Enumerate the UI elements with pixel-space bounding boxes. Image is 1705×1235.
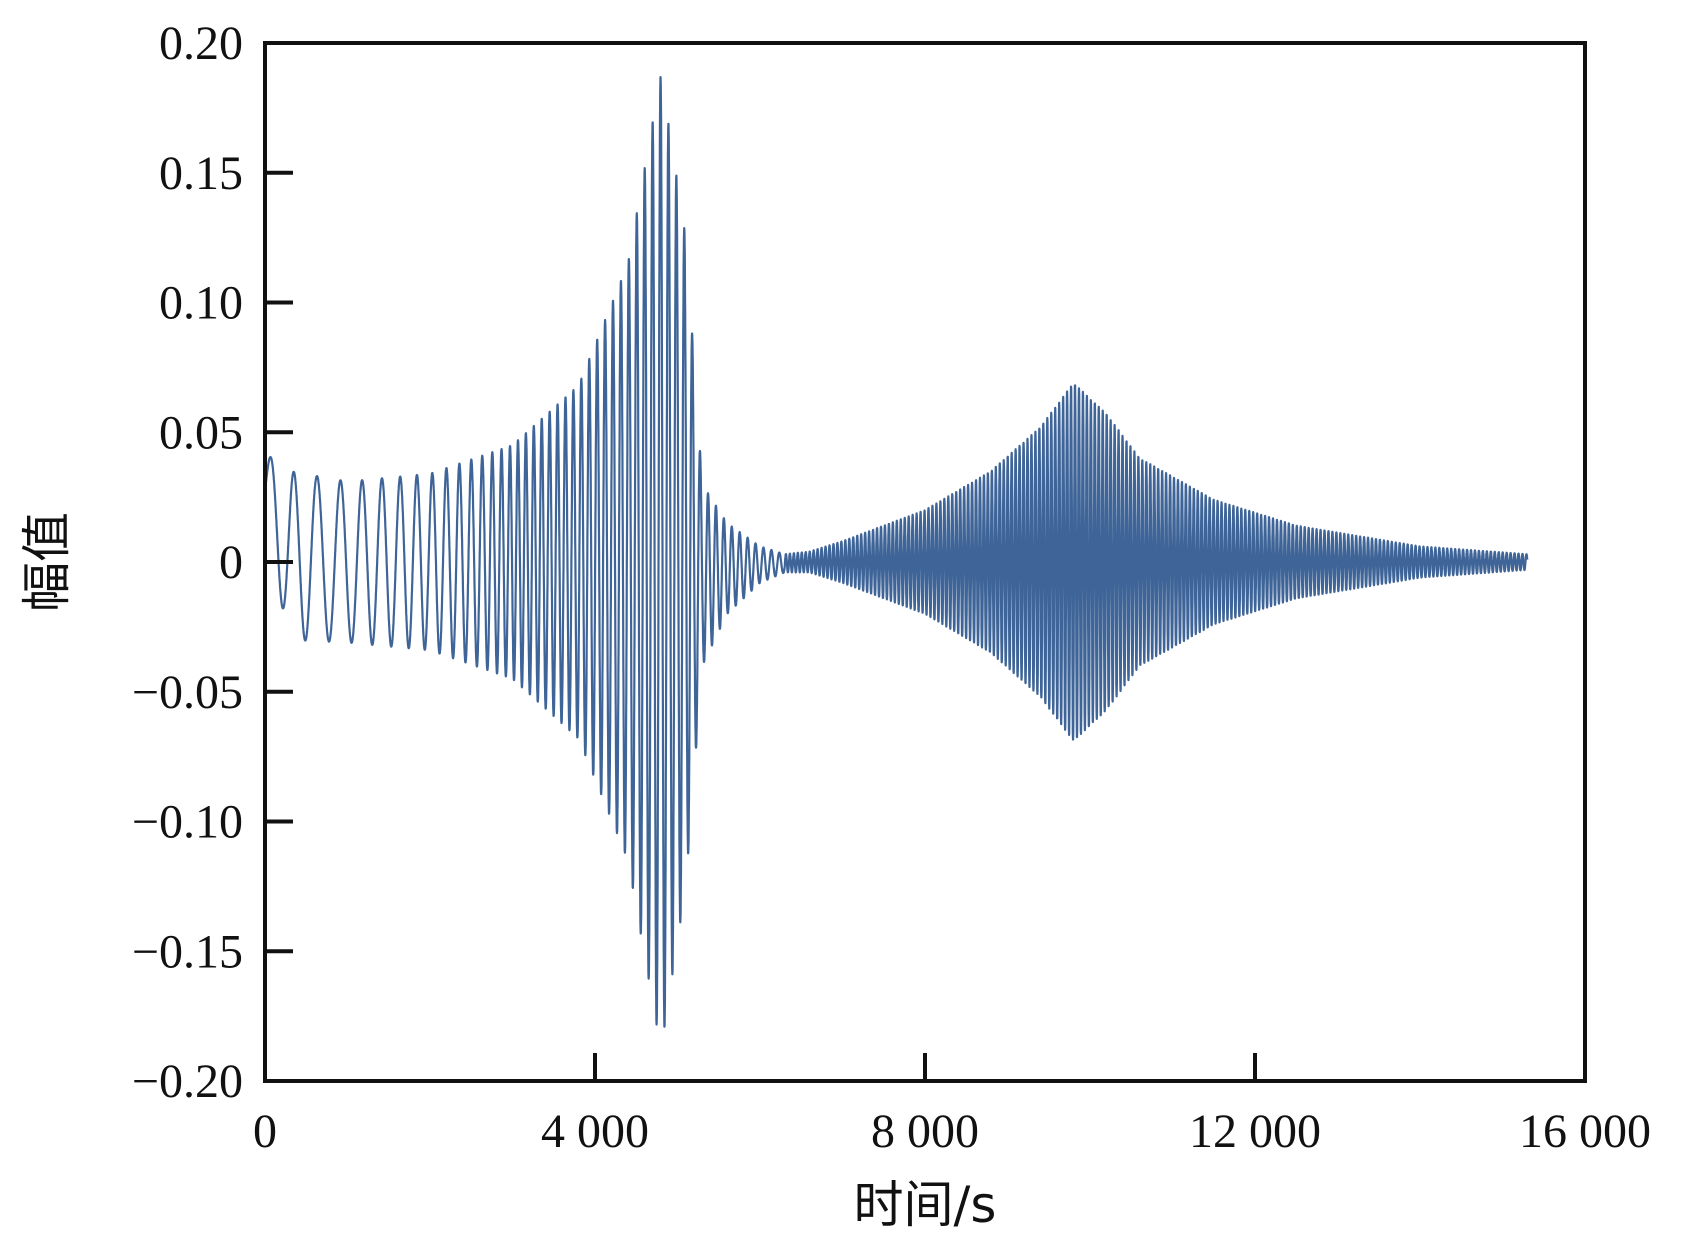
y-tick-label: −0.20 <box>132 1055 243 1108</box>
x-tick-label: 12 000 <box>1189 1105 1321 1158</box>
y-tick-label: −0.10 <box>132 796 243 849</box>
x-tick-label: 16 000 <box>1519 1105 1651 1158</box>
x-axis-title: 时间/s <box>854 1176 997 1234</box>
y-axis-title: 幅值 <box>18 512 76 612</box>
y-tick-label: −0.15 <box>132 925 243 978</box>
y-axis: 0.20 0.15 0.10 0.05 0 −0.05 −0.10 −0.15 −0.20 <box>132 17 293 1108</box>
x-tick-label: 0 <box>253 1105 277 1158</box>
y-tick-label: 0 <box>219 536 243 589</box>
y-tick-label: 0.15 <box>159 147 243 200</box>
y-tick-label: 0.05 <box>159 406 243 459</box>
y-tick-label: 0.20 <box>159 17 243 70</box>
x-axis: 0 4 000 8 000 12 000 16 000 <box>253 1053 1651 1158</box>
y-tick-label: −0.05 <box>132 666 243 719</box>
x-tick-label: 4 000 <box>541 1105 649 1158</box>
signal-series <box>263 76 1529 1028</box>
signal-line <box>263 76 1529 1028</box>
x-tick-label: 8 000 <box>871 1105 979 1158</box>
y-tick-label: 0.10 <box>159 277 243 330</box>
